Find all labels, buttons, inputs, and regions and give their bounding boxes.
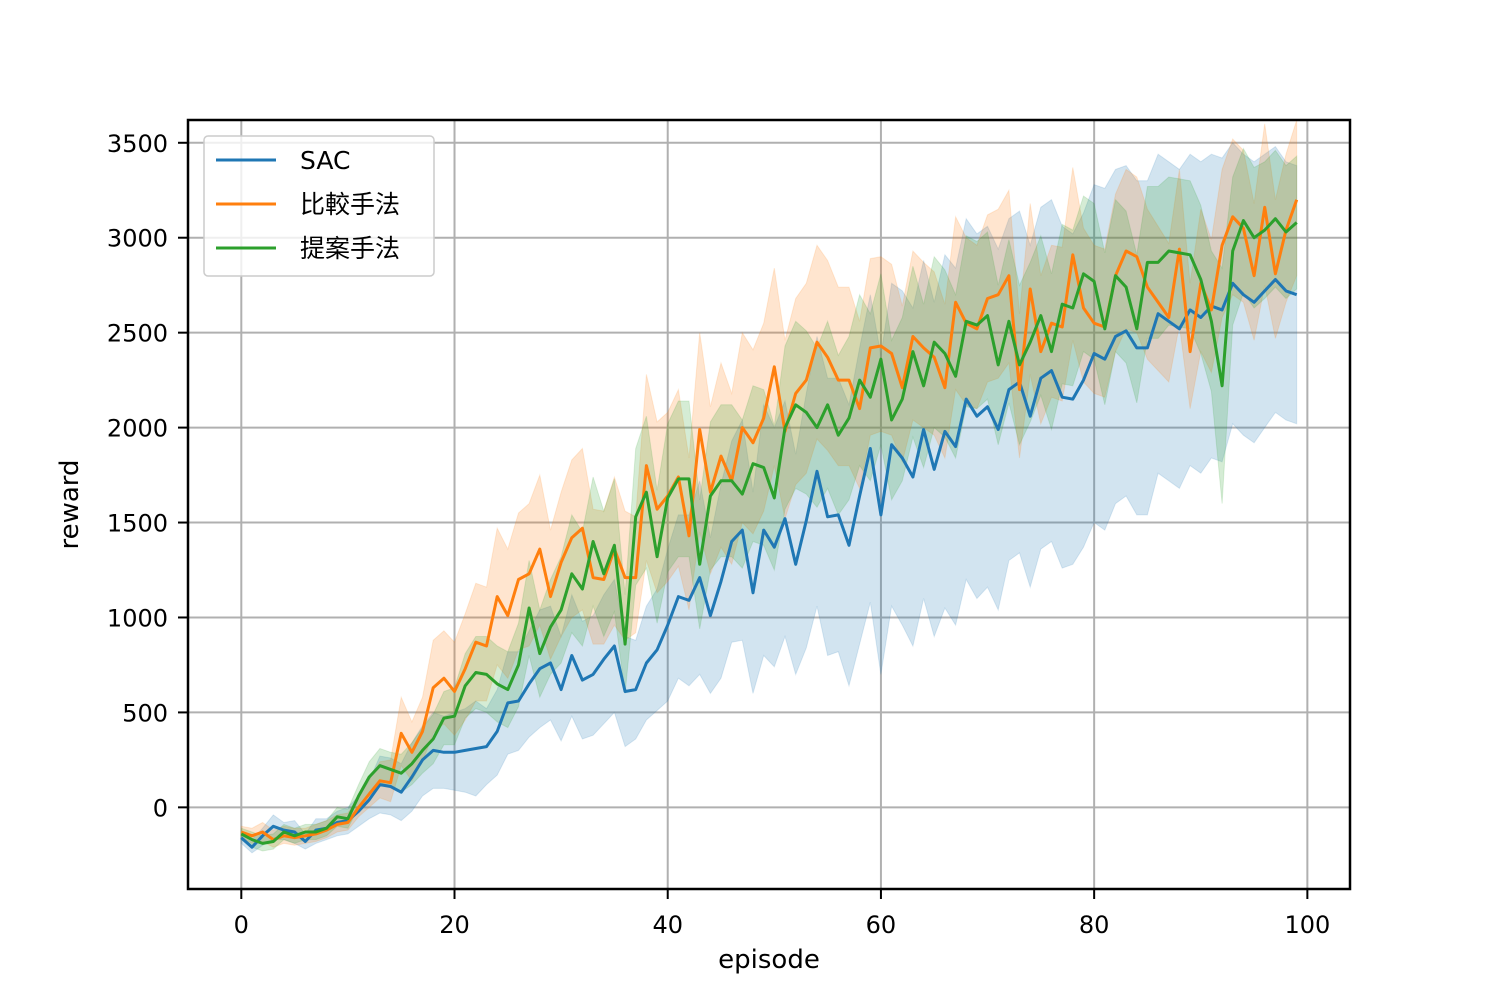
x-tick-label: 100 xyxy=(1284,911,1330,939)
x-axis-label: episode xyxy=(718,945,820,975)
y-axis-label: reward xyxy=(55,459,85,549)
y-tick-label: 1500 xyxy=(107,510,168,538)
line-sac xyxy=(240,278,1298,849)
x-tick-label: 80 xyxy=(1079,911,1110,939)
band-sac xyxy=(240,142,1298,854)
legend-label-proposed: 提案手法 xyxy=(300,234,400,263)
x-tick-label: 60 xyxy=(866,911,897,939)
line-proposed xyxy=(240,217,1298,845)
legend-label-sac: SAC xyxy=(300,146,350,175)
legend-box xyxy=(203,135,435,277)
y-tick-label: 2000 xyxy=(107,415,168,443)
y-tick-label: 2500 xyxy=(107,320,168,348)
x-tick-label: 20 xyxy=(439,911,470,939)
series-lines xyxy=(240,199,1299,849)
y-tick-label: 0 xyxy=(153,794,168,822)
legend: SAC 比較手法 提案手法 xyxy=(203,135,435,277)
y-tick-label: 3000 xyxy=(107,225,168,253)
band-proposed xyxy=(240,147,1298,852)
y-tick-label: 1000 xyxy=(107,604,168,632)
plot-frame xyxy=(186,118,1352,891)
line-comparison xyxy=(240,199,1299,842)
y-tick-label: 500 xyxy=(122,699,168,727)
y-tick-label: 3500 xyxy=(107,130,168,158)
x-tick-label: 40 xyxy=(652,911,683,939)
legend-label-comparison: 比較手法 xyxy=(300,190,400,219)
x-tick-label: 0 xyxy=(234,911,249,939)
